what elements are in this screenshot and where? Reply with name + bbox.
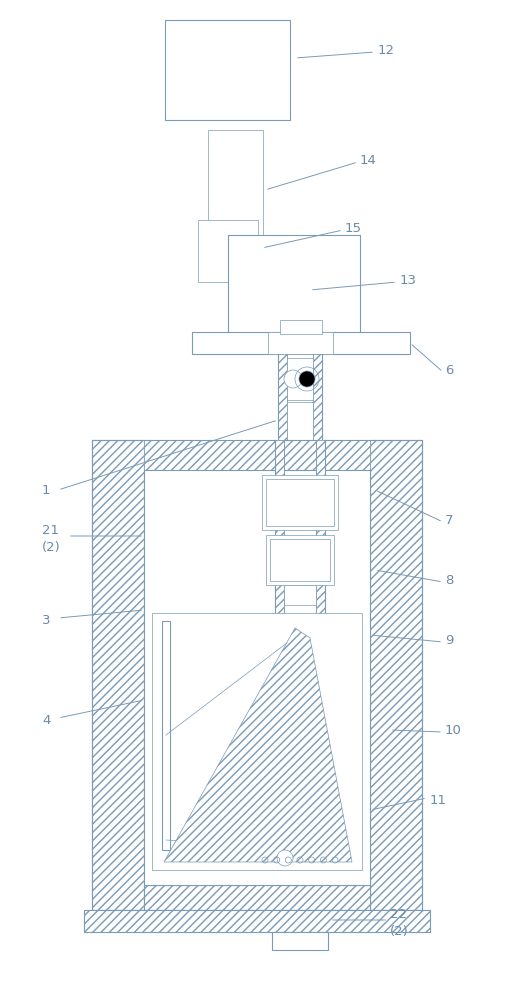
- Circle shape: [299, 371, 315, 387]
- Text: 6: 6: [445, 363, 453, 376]
- Text: 9: 9: [445, 634, 453, 647]
- Bar: [266, 535, 334, 585]
- Bar: [278, 354, 287, 450]
- Bar: [287, 358, 313, 400]
- Bar: [284, 585, 316, 605]
- Bar: [192, 332, 410, 354]
- Text: 3: 3: [42, 613, 50, 626]
- Text: 8: 8: [445, 574, 453, 586]
- Bar: [270, 539, 330, 581]
- Bar: [144, 885, 370, 910]
- Text: 7: 7: [445, 514, 454, 526]
- Bar: [92, 440, 144, 910]
- Bar: [165, 20, 290, 120]
- Text: 21: 21: [42, 524, 59, 536]
- Text: 10: 10: [445, 724, 462, 736]
- Bar: [84, 910, 430, 932]
- Bar: [208, 130, 263, 250]
- Bar: [272, 932, 328, 950]
- Bar: [144, 470, 370, 885]
- Text: 12: 12: [378, 43, 395, 56]
- Circle shape: [277, 850, 293, 866]
- Circle shape: [284, 370, 302, 388]
- Bar: [268, 332, 333, 354]
- Bar: [198, 220, 258, 282]
- Bar: [316, 440, 325, 650]
- Bar: [313, 354, 322, 450]
- Bar: [370, 440, 422, 910]
- Polygon shape: [164, 628, 352, 862]
- Text: 4: 4: [42, 714, 50, 726]
- Text: 22: 22: [390, 908, 407, 922]
- Bar: [162, 621, 170, 850]
- Text: 11: 11: [430, 794, 447, 806]
- Bar: [266, 479, 334, 526]
- Bar: [144, 440, 370, 470]
- Text: 1: 1: [42, 484, 50, 496]
- Text: (2): (2): [42, 542, 61, 554]
- Bar: [228, 235, 360, 333]
- Text: (2): (2): [390, 926, 409, 938]
- Text: 13: 13: [400, 273, 417, 286]
- Bar: [287, 402, 313, 440]
- Bar: [262, 475, 338, 530]
- Text: 14: 14: [360, 153, 377, 166]
- Bar: [280, 320, 322, 334]
- Bar: [92, 440, 422, 910]
- Bar: [275, 440, 284, 650]
- Bar: [152, 613, 362, 870]
- Text: 15: 15: [345, 222, 362, 234]
